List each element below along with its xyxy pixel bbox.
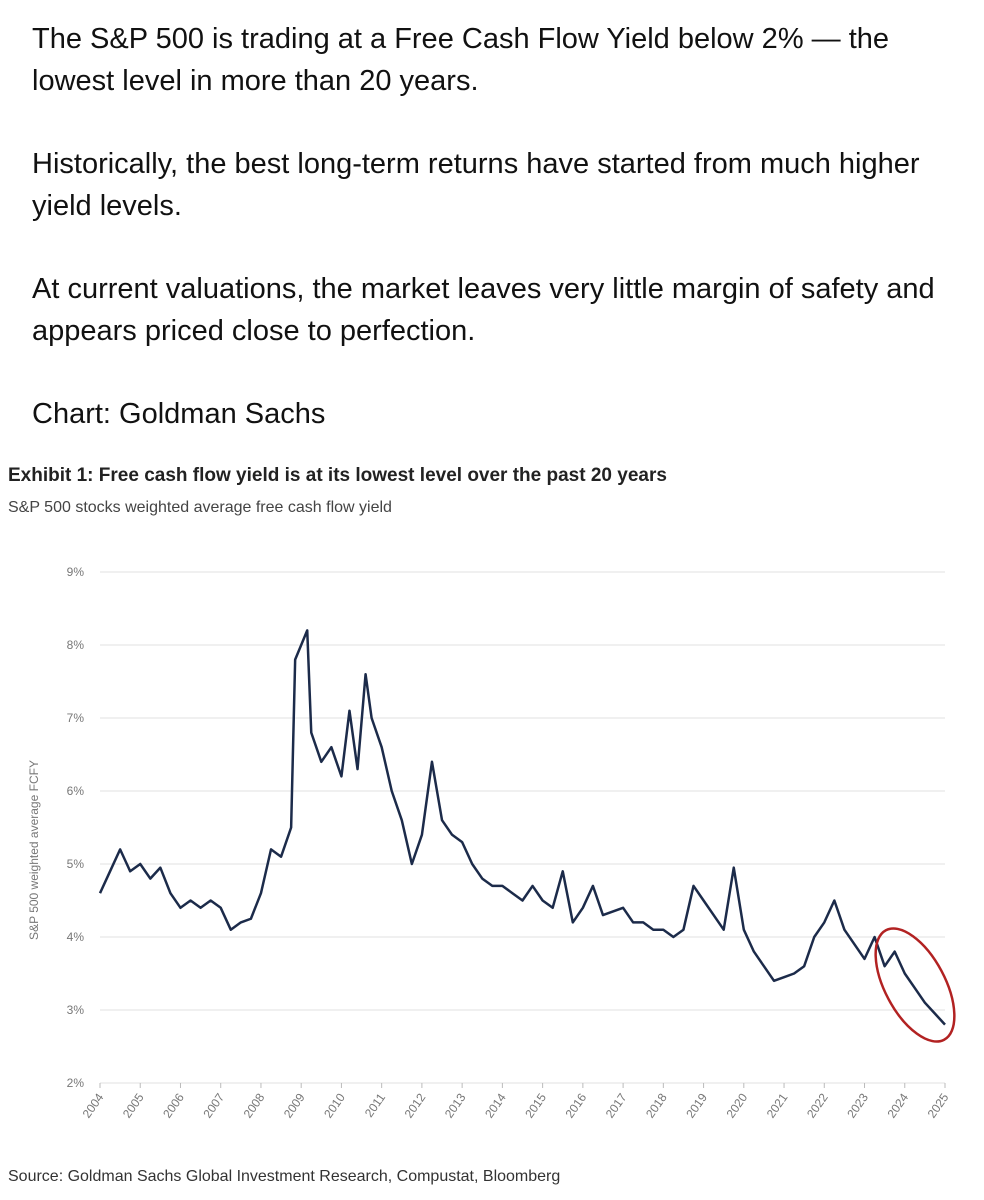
x-tick-label: 2019 <box>683 1090 710 1120</box>
x-tick-label: 2010 <box>321 1090 348 1120</box>
x-tick-label: 2007 <box>200 1090 227 1120</box>
x-tick-label: 2008 <box>241 1090 268 1120</box>
x-tick-label: 2017 <box>603 1090 630 1120</box>
chart-subtitle: S&P 500 stocks weighted average free cas… <box>8 499 392 516</box>
paragraph: Historically, the best long-term returns… <box>32 148 920 222</box>
y-tick-label: 5% <box>67 857 85 871</box>
x-tick-label: 2006 <box>160 1090 187 1120</box>
x-tick-label: 2023 <box>844 1090 871 1120</box>
x-tick-label: 2009 <box>281 1090 308 1120</box>
x-tick-label: 2014 <box>482 1090 509 1120</box>
chart-title: Exhibit 1: Free cash flow yield is at it… <box>8 465 667 486</box>
x-tick-label: 2004 <box>80 1090 107 1120</box>
paragraph: At current valuations, the market leaves… <box>32 273 935 347</box>
x-tick-label: 2024 <box>884 1090 911 1120</box>
y-tick-label: 2% <box>67 1076 85 1090</box>
source: Source: Goldman Sachs Global Investment … <box>8 1168 560 1185</box>
x-tick-label: 2005 <box>120 1090 147 1120</box>
x-tick-label: 2016 <box>563 1090 590 1120</box>
paragraph: The S&P 500 is trading at a Free Cash Fl… <box>32 23 890 97</box>
x-tick-label: 2018 <box>643 1090 670 1120</box>
data-line <box>98 629 946 1026</box>
x-tick-label: 2015 <box>522 1090 549 1120</box>
y-tick-label: 8% <box>67 638 85 652</box>
post-text: The S&P 500 is trading at a Free Cash Fl… <box>32 18 962 476</box>
chart: Exhibit 1: Free cash flow yield is at it… <box>8 465 956 1185</box>
x-tick-label: 2020 <box>723 1090 750 1120</box>
x-tick-label: 2011 <box>362 1090 388 1119</box>
y-tick-label: 6% <box>67 784 85 798</box>
x-tick-label: 2012 <box>402 1090 429 1120</box>
y-tick-label: 7% <box>67 711 85 725</box>
y-axis-label: S&P 500 weighted average FCFY <box>27 760 41 940</box>
x-tick-label: 2022 <box>804 1090 831 1120</box>
highlight-ellipse <box>874 927 956 1043</box>
y-tick-label: 9% <box>67 565 85 579</box>
y-tick-label: 4% <box>67 930 85 944</box>
x-tick-label: 2021 <box>764 1090 791 1120</box>
x-tick-label: 2025 <box>925 1090 952 1120</box>
y-tick-label: 3% <box>67 1003 85 1017</box>
x-tick-label: 2013 <box>442 1090 469 1120</box>
paragraph: Chart: Goldman Sachs <box>32 398 326 430</box>
